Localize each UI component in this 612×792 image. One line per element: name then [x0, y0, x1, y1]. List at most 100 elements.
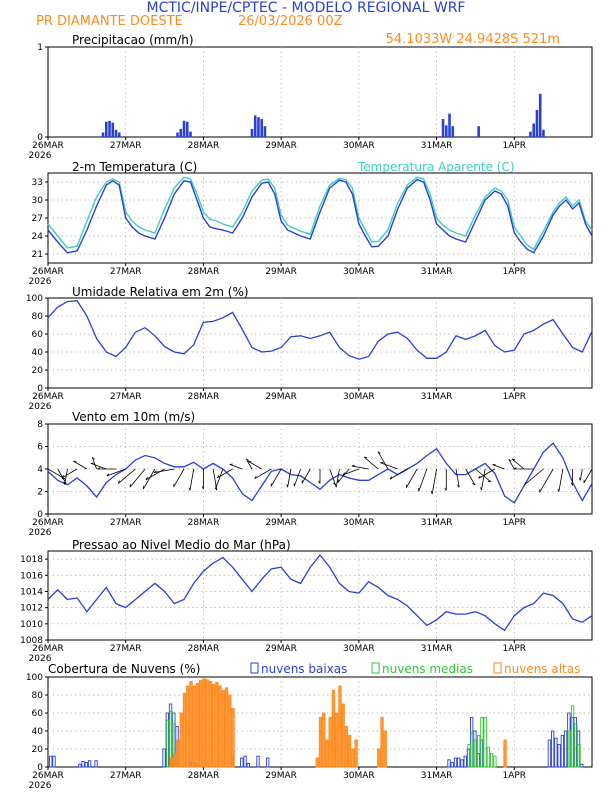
wind-barb	[245, 458, 253, 470]
pressure-ytick-label: 1014	[20, 587, 43, 597]
wind-barb-head	[188, 487, 191, 491]
clouds-xtick-label: 28MAR	[188, 771, 220, 781]
wind-title: Vento em 10m (m/s)	[72, 410, 195, 424]
wind-barb	[406, 468, 418, 488]
wind-barb-head	[487, 480, 491, 483]
temperature-ytick-label: 33	[32, 178, 43, 188]
pressure-ytick-label: 1010	[20, 620, 43, 630]
wind-ytick-label: 8	[37, 420, 43, 430]
wind-barb-head	[318, 480, 321, 484]
wind-barb-head	[508, 459, 512, 462]
pressure-xtick-label: 1APR	[502, 644, 526, 654]
wind-barb	[153, 468, 175, 473]
pressure-ytick-label: 1012	[20, 604, 43, 614]
wind-barb	[143, 468, 156, 490]
cloud-bar-nuvens-medias	[480, 717, 484, 768]
cloud-bar-nuvens-altas	[211, 683, 216, 768]
cloud-bar-nuvens-baixas	[240, 757, 244, 768]
wind-barb	[229, 464, 243, 470]
cloud-bar-nuvens-baixas	[94, 760, 98, 768]
cloud-bar-nuvens-baixas	[547, 739, 552, 768]
wind-barb-head	[201, 486, 204, 490]
wind-barb-head	[351, 464, 355, 467]
pressure-frame	[47, 550, 593, 641]
wind-barb-head	[245, 458, 249, 461]
cloud-bar-nuvens-altas	[186, 685, 190, 768]
cloud-bar-nuvens-baixas	[87, 760, 92, 768]
cloud-bar-nuvens-altas	[189, 681, 193, 768]
cloud-bar-nuvens-medias	[567, 730, 571, 768]
wind-barb-head	[254, 475, 257, 479]
wind-barb	[465, 468, 476, 486]
pressure-line	[47, 553, 593, 632]
wind-barb-head	[92, 456, 95, 460]
precip-bar	[179, 128, 183, 137]
cloud-bar-nuvens-baixas	[557, 744, 561, 768]
cloud-bar-nuvens-altas	[176, 739, 180, 768]
cloud-bar-nuvens-altas	[195, 682, 200, 768]
cloud-bar-nuvens-altas	[169, 757, 174, 768]
humidity-xtick-label: 30MAR	[343, 392, 375, 402]
precip-bar	[104, 121, 108, 137]
pressure-xtick-label: 27MAR	[110, 644, 142, 654]
wind-xtick-label: 29MAR	[265, 518, 297, 528]
cloud-bar-nuvens-altas	[325, 739, 329, 768]
pressure-title: Pressao ao Nivel Medio do Mar (hPa)	[72, 538, 291, 552]
precip-bar	[538, 93, 542, 137]
humidity-xtick-label: 27MAR	[110, 392, 142, 402]
wind-panel: 26MAR 27MAR 28MAR 29MAR 30MAR 31MAR 1APR 2026 0 2…	[29, 420, 593, 538]
location-label: PR DIAMANTE DOESTE	[36, 14, 183, 29]
precip-bar	[182, 120, 186, 137]
cloud-bar-nuvens-altas	[380, 717, 384, 768]
cloud-bar-nuvens-altas	[182, 692, 187, 768]
temperature-ytick-label: 27	[32, 214, 43, 224]
wind-barb	[363, 456, 379, 470]
wind-barb-head	[512, 458, 516, 461]
cloud-bar-nuvens-medias	[477, 735, 481, 768]
wind-barb-head	[364, 456, 368, 459]
temperature-xtick-label: 26MAR	[32, 267, 64, 277]
temp-apparent-line	[47, 176, 593, 251]
wind-barb	[377, 451, 389, 470]
wind-barb-head	[579, 477, 581, 481]
cloud-bar-nuvens-baixas	[52, 755, 56, 768]
cloud-bar-nuvens-altas	[341, 703, 345, 768]
precip-bar	[253, 115, 257, 137]
wind-barb	[579, 468, 583, 481]
precip-bar	[451, 126, 455, 137]
pressure-xtick-label: 31MAR	[421, 644, 453, 654]
pressure-ytick-label: 1008	[20, 636, 43, 646]
cloud-bar-nuvens-altas	[179, 712, 183, 768]
cloud-bar-nuvens-altas	[344, 726, 349, 768]
legend-mid-label: nuvens medias	[382, 662, 473, 676]
temperature-xtick-label: 1APR	[502, 267, 526, 277]
wind-barb	[301, 468, 311, 484]
humidity-ytick-label: 100	[26, 294, 43, 304]
wind-barb	[583, 468, 593, 484]
precip-ytick-label: 0	[37, 133, 43, 143]
cloud-bar-nuvens-altas	[318, 717, 323, 768]
temperature-panel: 26MAR 27MAR 28MAR 29MAR 30MAR 31MAR 1APR 2026 21…	[29, 172, 593, 287]
cloud-bar-nuvens-baixas	[450, 762, 454, 768]
cloud-bar-nuvens-altas	[335, 712, 339, 768]
humidity-ytick-label: 0	[37, 384, 43, 394]
wind-ytick-label: 4	[37, 465, 43, 475]
wind-barb-head	[342, 472, 346, 476]
precip-bar	[176, 132, 179, 137]
wind-ytick-label: 6	[37, 443, 43, 453]
wind-xtick-label: 27MAR	[110, 518, 142, 528]
precip-bar	[101, 132, 105, 137]
clouds-ytick-label: 80	[32, 691, 44, 701]
cloud-bar-nuvens-altas	[354, 739, 358, 768]
precip-xtick-label: 30MAR	[343, 141, 375, 151]
cloud-bar-nuvens-altas	[351, 748, 355, 768]
cloud-bar-nuvens-baixas	[580, 763, 584, 768]
wind-barb-head	[97, 467, 101, 470]
cloud-bar-nuvens-altas	[192, 685, 196, 768]
cloud-bar-nuvens-medias	[486, 746, 491, 768]
wind-barb	[335, 468, 340, 488]
cloud-bar-nuvens-baixas	[447, 759, 451, 768]
clouds-xtick-label: 30MAR	[343, 771, 375, 781]
cloud-bar-nuvens-altas	[503, 739, 507, 768]
